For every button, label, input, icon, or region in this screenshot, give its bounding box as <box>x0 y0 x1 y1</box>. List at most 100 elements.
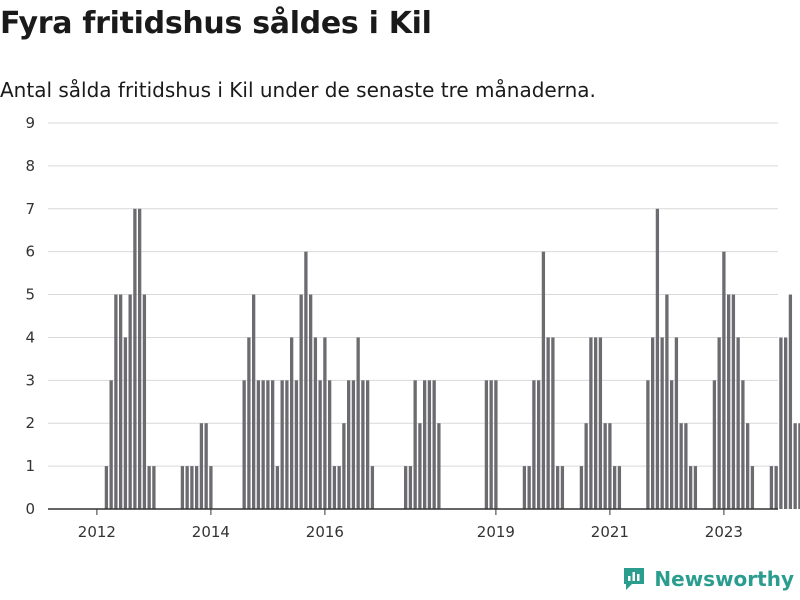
bar <box>584 423 588 509</box>
bar <box>423 380 427 509</box>
y-tick-label: 6 <box>25 243 35 261</box>
bar <box>598 337 603 509</box>
bar <box>133 208 137 509</box>
bar <box>404 466 408 509</box>
bar <box>613 466 617 509</box>
chart-subtitle: Antal sålda fritidshus i Kil under de se… <box>0 78 596 102</box>
bar <box>195 466 199 509</box>
bar <box>204 423 208 509</box>
bar <box>546 337 550 509</box>
bar <box>798 423 800 509</box>
bar <box>665 294 669 509</box>
bar <box>679 423 683 509</box>
bar <box>437 423 441 509</box>
bar <box>560 466 565 509</box>
bar <box>413 380 417 509</box>
bar <box>712 380 717 509</box>
bar <box>646 380 650 509</box>
bar <box>788 294 793 509</box>
bar <box>299 294 303 509</box>
bar <box>427 380 432 509</box>
bar <box>123 337 128 509</box>
bar <box>532 380 536 509</box>
bar <box>769 466 774 509</box>
bar <box>119 294 123 509</box>
newsworthy-icon <box>624 568 645 590</box>
bar <box>731 294 736 509</box>
bar <box>180 466 185 509</box>
bar <box>537 380 541 509</box>
bar <box>256 380 261 509</box>
bar <box>304 251 308 509</box>
y-tick-label: 0 <box>25 500 35 518</box>
bar <box>347 380 351 509</box>
bar <box>261 380 265 509</box>
bar <box>551 337 555 509</box>
bar <box>774 466 778 509</box>
bar <box>779 337 783 509</box>
bar <box>617 466 622 509</box>
bar <box>109 380 113 509</box>
bar <box>323 337 327 509</box>
bar <box>727 294 731 509</box>
bar <box>332 466 337 509</box>
bar <box>594 337 598 509</box>
bar <box>556 466 560 509</box>
bar <box>128 294 132 509</box>
bar <box>252 294 256 509</box>
bar <box>147 466 151 509</box>
bar <box>247 337 251 509</box>
bar <box>655 208 660 509</box>
bar <box>356 337 360 509</box>
y-tick-label: 2 <box>25 414 35 432</box>
x-tick-label: 2021 <box>591 523 629 541</box>
bar <box>294 380 299 509</box>
x-tick-label: 2012 <box>78 523 116 541</box>
bar <box>741 380 745 509</box>
newsworthy-logo: Newsworthy <box>622 566 794 592</box>
y-tick-label: 9 <box>25 114 35 132</box>
bar <box>541 251 546 509</box>
bar <box>190 466 194 509</box>
y-tick-label: 4 <box>25 328 35 346</box>
bar <box>337 466 341 509</box>
bar <box>138 208 142 509</box>
x-tick-label: 2016 <box>306 523 344 541</box>
bar <box>717 337 721 509</box>
bar <box>185 466 189 509</box>
x-tick-label: 2014 <box>192 523 230 541</box>
bar <box>660 337 664 509</box>
bar <box>746 423 750 509</box>
bar <box>693 466 698 509</box>
bar <box>242 380 246 509</box>
bars <box>104 208 800 509</box>
bar <box>266 380 270 509</box>
bar <box>114 294 118 509</box>
brand-name: Newsworthy <box>654 567 794 591</box>
bar <box>271 380 275 509</box>
bar <box>285 380 289 509</box>
bar <box>674 337 679 509</box>
bar <box>152 466 156 509</box>
bar <box>342 423 346 509</box>
x-tick-label: 2019 <box>477 523 515 541</box>
bar <box>579 466 584 509</box>
bar <box>142 294 147 509</box>
bar <box>784 337 788 509</box>
bar <box>290 337 294 509</box>
bar <box>793 423 797 509</box>
bar <box>670 380 674 509</box>
x-axis: 2012201420162019202120232025 <box>48 508 778 541</box>
y-axis-tick-labels: 0 1 2 3 4 5 6 7 8 9 <box>25 114 35 518</box>
y-tick-label: 5 <box>25 286 35 304</box>
bar <box>361 380 365 509</box>
bar <box>275 466 280 509</box>
bar <box>722 251 726 509</box>
x-tick-label: 2023 <box>705 523 743 541</box>
bar <box>736 337 740 509</box>
bar <box>309 294 313 509</box>
bar <box>366 380 370 509</box>
y-tick-label: 1 <box>25 457 35 475</box>
bar <box>280 380 284 509</box>
chart-title: Fyra fritidshus såldes i Kil <box>0 6 432 41</box>
